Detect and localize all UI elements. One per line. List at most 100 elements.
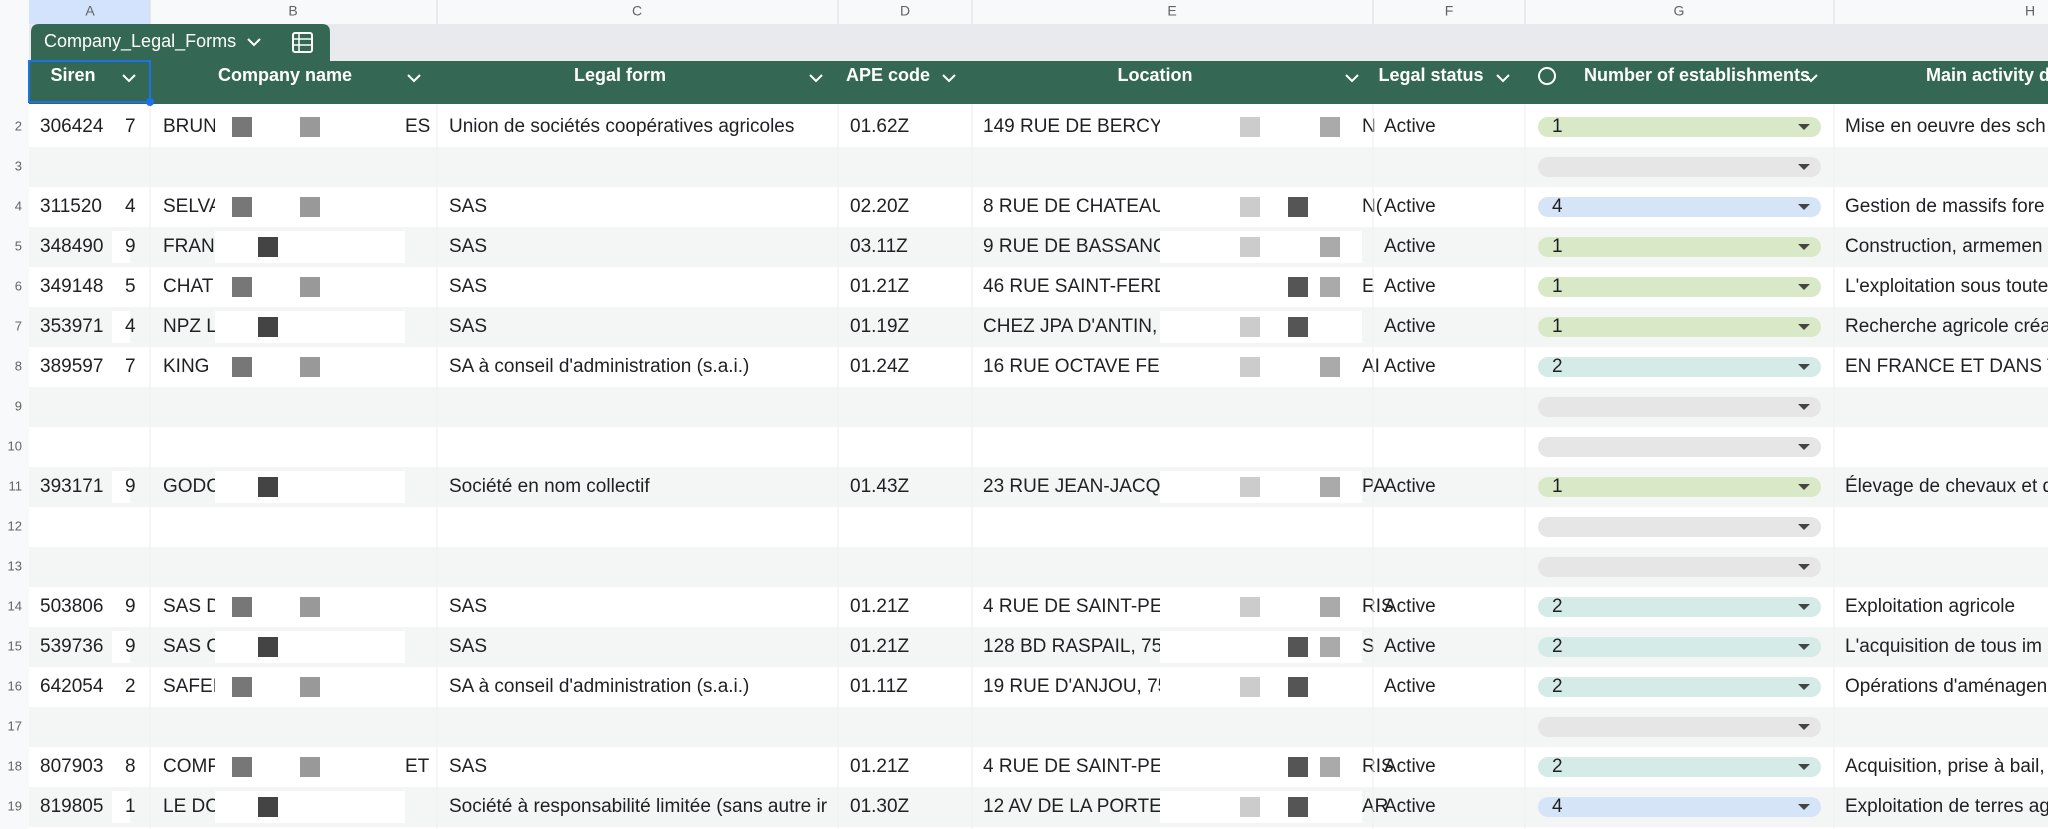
- cell-text: SAS: [449, 636, 487, 657]
- column-letter: E: [1167, 3, 1176, 19]
- filter-dropdown[interactable]: [1345, 74, 1359, 83]
- chip-dropdown[interactable]: [1798, 724, 1810, 730]
- establishments-chip[interactable]: [1538, 797, 1821, 817]
- establishments-chip[interactable]: [1538, 117, 1821, 137]
- column-letter: D: [900, 3, 910, 19]
- establishments-chip[interactable]: [1538, 237, 1821, 257]
- cell-text: 2: [1552, 596, 1563, 617]
- chip-dropdown[interactable]: [1798, 364, 1810, 370]
- cell-text: 01.19Z: [850, 316, 910, 337]
- cell-text: 2: [1552, 636, 1563, 657]
- chip-dropdown[interactable]: [1798, 764, 1810, 770]
- filter-dropdown[interactable]: [122, 74, 136, 83]
- column-header[interactable]: Legal status: [1378, 65, 1483, 85]
- redaction-pixel: [300, 277, 320, 297]
- row-number: 5: [15, 238, 22, 253]
- filter-dropdown[interactable]: [942, 74, 956, 83]
- cell-text: Active: [1384, 636, 1436, 657]
- chip-dropdown[interactable]: [1798, 204, 1810, 210]
- cell-text: Exploitation agricole: [1845, 596, 2015, 617]
- filter-dropdown[interactable]: [809, 74, 823, 83]
- sheet-tab[interactable]: [31, 24, 330, 61]
- column-header[interactable]: APE code: [846, 65, 930, 85]
- redaction-pixel: [1320, 477, 1340, 497]
- redaction-pixel: [300, 357, 320, 377]
- cell-text: 01.21Z: [850, 636, 910, 657]
- establishments-chip[interactable]: [1538, 757, 1821, 777]
- establishments-chip[interactable]: [1538, 277, 1821, 297]
- cell-text: 1: [1552, 476, 1563, 497]
- cell-fragment: N: [1362, 116, 1376, 137]
- chip-dropdown[interactable]: [1798, 804, 1810, 810]
- establishments-chip[interactable]: [1538, 717, 1821, 737]
- chip-dropdown[interactable]: [1798, 244, 1810, 250]
- chip-dropdown[interactable]: [1798, 324, 1810, 330]
- cell-text: Active: [1384, 196, 1436, 217]
- establishments-chip[interactable]: [1538, 397, 1821, 417]
- column-header[interactable]: Siren: [50, 65, 95, 85]
- cell-text: 12 AV DE LA PORTE: [983, 796, 1162, 817]
- cell-text: 01.62Z: [850, 116, 910, 137]
- chip-dropdown[interactable]: [1798, 564, 1810, 570]
- chip-dropdown[interactable]: [1798, 444, 1810, 450]
- chip-dropdown[interactable]: [1798, 524, 1810, 530]
- column-header[interactable]: Number of establishments: [1584, 65, 1810, 85]
- chip-dropdown[interactable]: [1798, 604, 1810, 610]
- establishments-chip[interactable]: [1538, 437, 1821, 457]
- establishments-chip[interactable]: [1538, 157, 1821, 177]
- cell-text: 19 RUE D'ANJOU, 75(: [983, 676, 1175, 697]
- establishments-chip[interactable]: [1538, 637, 1821, 657]
- cell-text: 306424: [40, 116, 104, 137]
- redaction-pixel: [1240, 237, 1260, 257]
- sheet-tab-label[interactable]: Company_Legal_Forms: [44, 31, 236, 52]
- establishments-chip[interactable]: [1538, 517, 1821, 537]
- establishments-chip[interactable]: [1538, 477, 1821, 497]
- cell-text: 8 RUE DE CHATEAUD: [983, 196, 1179, 217]
- establishments-chip[interactable]: [1538, 197, 1821, 217]
- row-number: 4: [15, 198, 22, 213]
- cell-text: Active: [1384, 596, 1436, 617]
- cell-fragment: 8: [125, 756, 136, 777]
- cell-text: 2: [1552, 676, 1563, 697]
- filter-dropdown[interactable]: [1496, 74, 1510, 83]
- tab-dropdown[interactable]: [247, 38, 261, 47]
- filter-dropdown[interactable]: [407, 74, 421, 83]
- row-number: 3: [15, 158, 22, 173]
- column-type-icon: [1538, 67, 1556, 85]
- cell-text: SAS: [449, 196, 487, 217]
- establishments-chip[interactable]: [1538, 677, 1821, 697]
- column-header[interactable]: Main activity d: [1926, 65, 2048, 85]
- chip-dropdown[interactable]: [1798, 284, 1810, 290]
- cell-text: SAS: [449, 756, 487, 777]
- cell-fragment: AR: [1362, 796, 1388, 817]
- cell-text: SAS: [449, 236, 487, 257]
- tab-bar: [0, 24, 2048, 61]
- redaction-pixel: [1240, 797, 1260, 817]
- chip-dropdown[interactable]: [1798, 164, 1810, 170]
- redaction: [1160, 311, 1362, 343]
- establishments-chip[interactable]: [1538, 597, 1821, 617]
- column-header[interactable]: Location: [1118, 65, 1193, 85]
- redaction: [1160, 671, 1362, 703]
- cell-text: LE DC: [163, 796, 219, 817]
- chip-dropdown[interactable]: [1798, 124, 1810, 130]
- redaction: [112, 471, 130, 503]
- redaction: [112, 191, 130, 223]
- cell-fragment: RIS: [1362, 756, 1394, 777]
- establishments-chip[interactable]: [1538, 357, 1821, 377]
- cell-text: 642054: [40, 676, 104, 697]
- row-number: 14: [8, 598, 22, 613]
- chip-dropdown[interactable]: [1798, 644, 1810, 650]
- establishments-chip[interactable]: [1538, 557, 1821, 577]
- establishments-chip[interactable]: [1538, 317, 1821, 337]
- column-header[interactable]: Legal form: [574, 65, 666, 85]
- column-header[interactable]: Company name: [218, 65, 352, 85]
- table-icon[interactable]: [292, 32, 313, 53]
- redaction: [215, 631, 405, 663]
- cell-text: Active: [1384, 116, 1436, 137]
- chip-dropdown[interactable]: [1798, 684, 1810, 690]
- filter-dropdown[interactable]: [1804, 74, 1818, 83]
- cell-fragment: ET: [405, 756, 430, 777]
- chip-dropdown[interactable]: [1798, 484, 1810, 490]
- chip-dropdown[interactable]: [1798, 404, 1810, 410]
